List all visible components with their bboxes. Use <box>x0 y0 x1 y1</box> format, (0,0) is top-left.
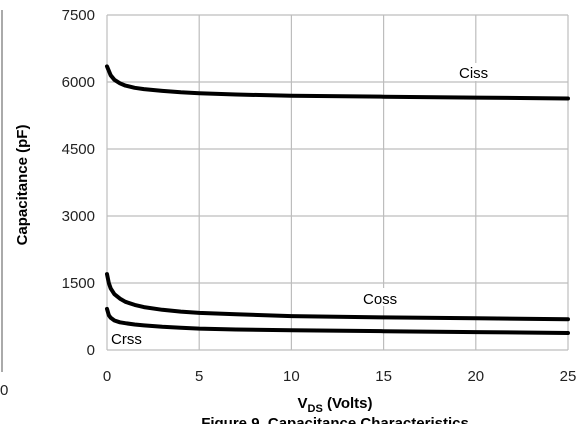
x-tick-label: 10 <box>283 368 300 385</box>
x-tick-label: 0 <box>103 368 111 385</box>
x-tick-label: 5 <box>195 368 203 385</box>
y-tick-label: 6000 <box>62 74 95 91</box>
y-tick-label: 7500 <box>62 7 95 24</box>
y-axis-title: Capacitance (pF) <box>14 125 31 246</box>
crss-label-bg <box>108 328 148 346</box>
coss-label: Coss <box>363 291 397 308</box>
grid <box>106 14 569 351</box>
y-tick-label: 4500 <box>62 141 95 158</box>
x-axis-title: VDS (Volts) <box>297 395 372 415</box>
x-axis-title-subscript: DS <box>308 403 323 415</box>
figure-caption: Figure 9. Capacitance Characteristics <box>201 415 469 424</box>
x-tick-label: 15 <box>375 368 392 385</box>
x-tick-label: 20 <box>467 368 484 385</box>
series-line-crss <box>105 306 570 335</box>
x-tick-label: 25 <box>560 368 577 385</box>
stray-zero-label: 0 <box>0 382 8 399</box>
series-line-coss <box>105 272 570 322</box>
y-tick-label: 3000 <box>62 208 95 225</box>
series-lines <box>105 64 570 335</box>
ciss-label-bg <box>456 63 498 81</box>
x-axis-title-main: V <box>297 395 307 412</box>
y-tick-label: 1500 <box>62 275 95 292</box>
ciss-label: Ciss <box>459 65 488 82</box>
tick-labels: 0 1500 3000 4500 6000 7500 0 5 10 15 20 25 <box>62 7 577 385</box>
coss-label-bg <box>360 288 404 306</box>
crss-label: Crss <box>111 331 142 348</box>
series-line-ciss <box>105 64 570 101</box>
y-tick-label: 0 <box>87 342 95 359</box>
x-axis-title-suffix: (Volts) <box>323 395 373 412</box>
